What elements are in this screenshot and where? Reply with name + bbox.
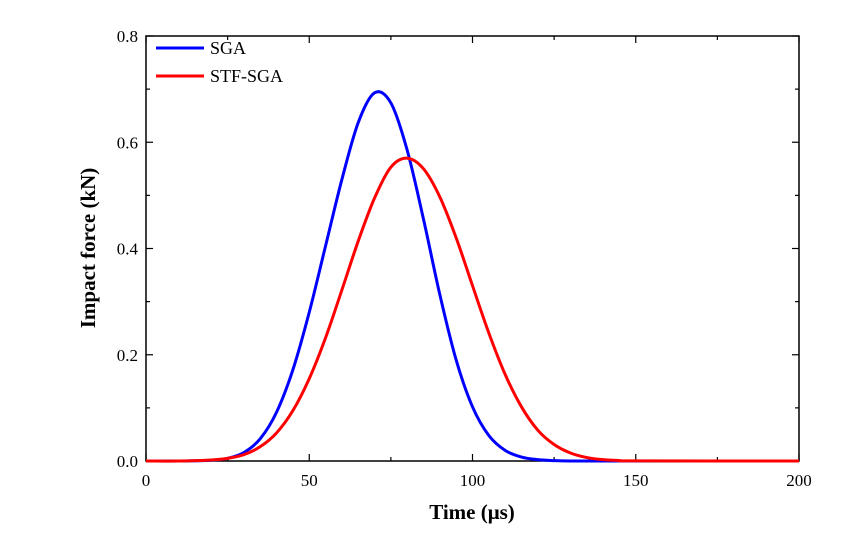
legend: SGA STF-SGA bbox=[156, 38, 283, 86]
x-tick-label: 200 bbox=[786, 471, 812, 490]
series-line-sga bbox=[145, 90, 799, 463]
legend-label: SGA bbox=[210, 38, 246, 58]
legend-label: STF-SGA bbox=[210, 66, 283, 86]
y-axis-title: Impact force (kN) bbox=[76, 168, 100, 329]
y-tick-label: 0.0 bbox=[117, 452, 138, 471]
tick-labels: 0 50 100 150 200 0.0 0.2 0.4 0.6 0.8 bbox=[117, 27, 812, 490]
plot-frame bbox=[145, 35, 800, 462]
series-line-stf-sga bbox=[145, 156, 800, 463]
x-tick-label: 0 bbox=[142, 471, 151, 490]
x-tick-label: 150 bbox=[623, 471, 649, 490]
series-layer bbox=[145, 90, 800, 463]
tick-marks bbox=[145, 35, 800, 462]
x-axis-title: Time (μs) bbox=[429, 500, 515, 524]
y-tick-label: 0.2 bbox=[117, 346, 138, 365]
y-tick-label: 0.6 bbox=[117, 133, 138, 152]
x-tick-label: 100 bbox=[460, 471, 486, 490]
y-tick-label: 0.4 bbox=[117, 240, 139, 259]
x-tick-label: 50 bbox=[301, 471, 318, 490]
y-tick-label: 0.8 bbox=[117, 27, 138, 46]
